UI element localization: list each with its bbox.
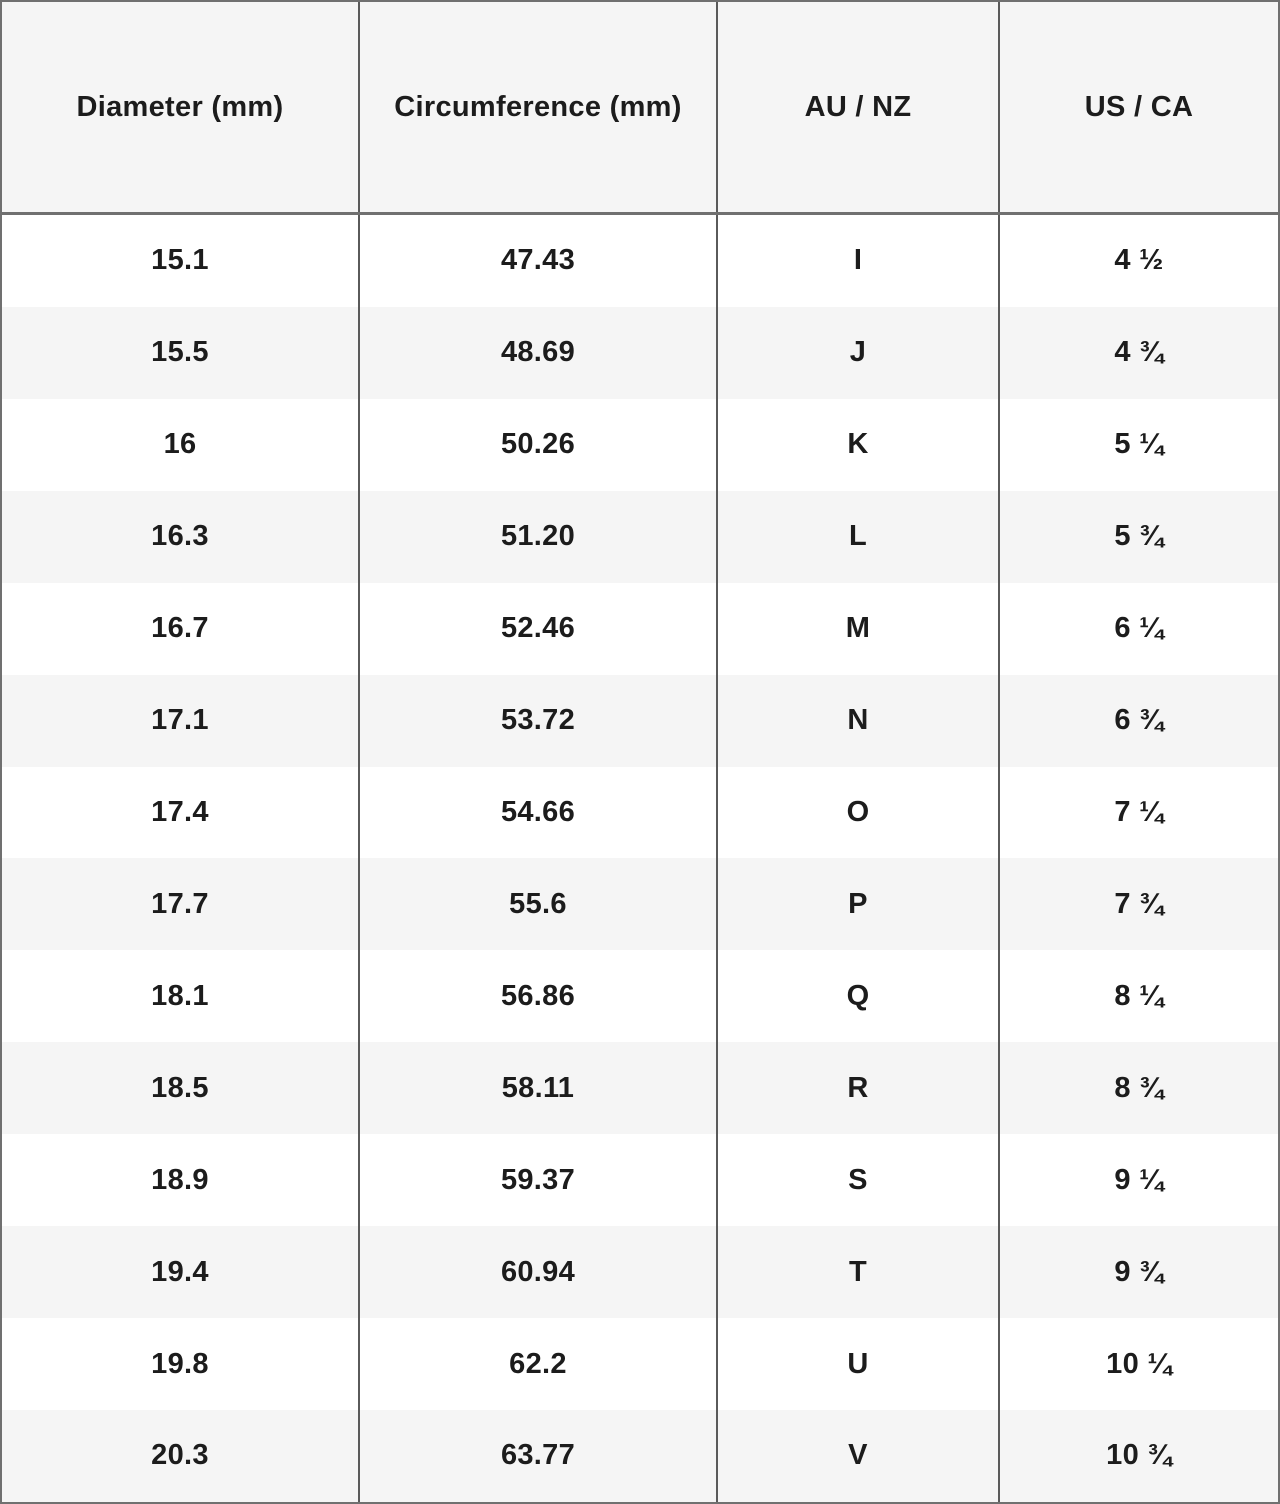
table-row: 15.5 48.69 J 4 ¾	[2, 306, 1278, 399]
cell-diameter: 18.1	[2, 950, 360, 1043]
cell-us-ca: 7 ¾	[1114, 887, 1164, 920]
cell-diameter: 15.5	[2, 306, 360, 399]
table-row: 20.3 63.77 V 10 ¾	[2, 1409, 1278, 1502]
cell-diameter: 19.4	[2, 1226, 360, 1319]
table-row: 19.8 62.2 U 10 ¼	[2, 1318, 1278, 1410]
table-row: 17.4 54.66 O 7 ¼	[2, 766, 1278, 859]
cell-us-ca: 7 ¼	[1114, 795, 1164, 828]
cell-us-ca: 8 ¼	[1114, 979, 1164, 1012]
cell-au-nz: K	[718, 398, 1000, 491]
cell-circumference: 50.26	[360, 398, 718, 491]
cell-diameter: 17.4	[2, 766, 360, 859]
cell-au-nz: P	[718, 858, 1000, 951]
cell-au-nz: O	[718, 766, 1000, 859]
cell-diameter: 18.9	[2, 1134, 360, 1227]
cell-diameter: 17.1	[2, 674, 360, 767]
table-row: 18.1 56.86 Q 8 ¼	[2, 950, 1278, 1043]
cell-us-ca: 4 ¾	[1114, 336, 1164, 369]
cell-au-nz: V	[718, 1409, 1000, 1502]
table-row: 16.3 51.20 L 5 ¾	[2, 490, 1278, 583]
cell-circumference: 60.94	[360, 1226, 718, 1319]
header-cell-us-ca: US / CA	[1084, 90, 1194, 123]
cell-diameter: 17.7	[2, 858, 360, 951]
cell-au-nz: L	[718, 490, 1000, 583]
cell-au-nz: I	[718, 215, 1000, 307]
table-row: 17.7 55.6 P 7 ¾	[2, 858, 1278, 951]
cell-circumference: 55.6	[360, 858, 718, 951]
cell-circumference: 53.72	[360, 674, 718, 767]
cell-us-ca: 4 ½	[1114, 244, 1164, 277]
cell-circumference: 62.2	[360, 1318, 718, 1410]
cell-us-ca: 9 ¼	[1114, 1163, 1164, 1196]
header-cell-diameter: Diameter (mm)	[2, 2, 360, 212]
cell-us-ca: 5 ¼	[1114, 428, 1164, 461]
cell-circumference: 58.11	[360, 1042, 718, 1135]
cell-au-nz: N	[718, 674, 1000, 767]
table-row: 15.1 47.43 I 4 ½	[2, 215, 1278, 307]
cell-circumference: 56.86	[360, 950, 718, 1043]
cell-au-nz: U	[718, 1318, 1000, 1410]
cell-au-nz: S	[718, 1134, 1000, 1227]
cell-diameter: 20.3	[2, 1409, 360, 1502]
table-row: 16.7 52.46 M 6 ¼	[2, 582, 1278, 675]
cell-au-nz: Q	[718, 950, 1000, 1043]
cell-us-ca: 6 ¾	[1114, 704, 1164, 737]
table-row: 18.5 58.11 R 8 ¾	[2, 1042, 1278, 1135]
cell-au-nz: R	[718, 1042, 1000, 1135]
cell-us-ca: 10 ¼	[1106, 1347, 1172, 1380]
cell-circumference: 63.77	[360, 1409, 718, 1502]
cell-circumference: 47.43	[360, 215, 718, 307]
table-body: 15.1 47.43 I 4 ½ 15.5 48.69 J 4 ¾ 16 50.…	[2, 215, 1278, 1502]
cell-diameter: 19.8	[2, 1318, 360, 1410]
cell-au-nz: J	[718, 306, 1000, 399]
cell-us-ca: 5 ¾	[1114, 520, 1164, 553]
cell-diameter: 16.3	[2, 490, 360, 583]
cell-circumference: 59.37	[360, 1134, 718, 1227]
header-cell-au-nz: AU / NZ	[718, 2, 1000, 212]
header-cell-circumference: Circumference (mm)	[360, 2, 718, 212]
cell-us-ca: 9 ¾	[1114, 1255, 1164, 1288]
cell-diameter: 16.7	[2, 582, 360, 675]
cell-diameter: 16	[2, 398, 360, 491]
table-row: 16 50.26 K 5 ¼	[2, 398, 1278, 491]
cell-us-ca: 10 ¾	[1106, 1439, 1172, 1472]
cell-us-ca: 6 ¼	[1114, 612, 1164, 645]
table-row: 18.9 59.37 S 9 ¼	[2, 1134, 1278, 1227]
cell-au-nz: T	[718, 1226, 1000, 1319]
cell-diameter: 18.5	[2, 1042, 360, 1135]
cell-circumference: 48.69	[360, 306, 718, 399]
cell-circumference: 52.46	[360, 582, 718, 675]
cell-diameter: 15.1	[2, 215, 360, 307]
cell-us-ca: 8 ¾	[1114, 1071, 1164, 1104]
table-row: 17.1 53.72 N 6 ¾	[2, 674, 1278, 767]
cell-circumference: 51.20	[360, 490, 718, 583]
table-header-row: Diameter (mm) Circumference (mm) AU / NZ…	[2, 2, 1278, 215]
table-row: 19.4 60.94 T 9 ¾	[2, 1226, 1278, 1319]
cell-circumference: 54.66	[360, 766, 718, 859]
cell-au-nz: M	[718, 582, 1000, 675]
